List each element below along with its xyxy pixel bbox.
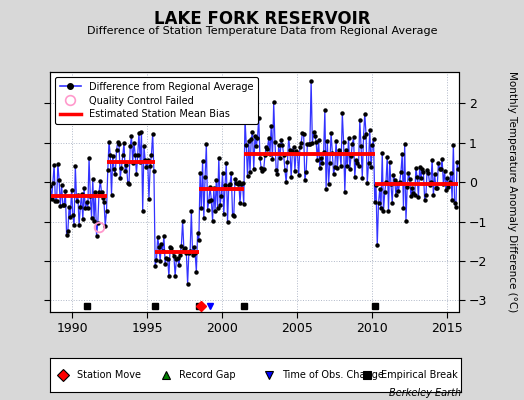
Text: Station Move: Station Move [77,370,140,380]
Text: Berkeley Earth: Berkeley Earth [389,388,461,398]
Text: Time of Obs. Change: Time of Obs. Change [282,370,384,380]
Text: Record Gap: Record Gap [179,370,236,380]
Y-axis label: Monthly Temperature Anomaly Difference (°C): Monthly Temperature Anomaly Difference (… [507,71,517,313]
Text: Difference of Station Temperature Data from Regional Average: Difference of Station Temperature Data f… [87,26,437,36]
Text: Empirical Break: Empirical Break [381,370,457,380]
Text: LAKE FORK RESERVOIR: LAKE FORK RESERVOIR [154,10,370,28]
Legend: Difference from Regional Average, Quality Control Failed, Estimated Station Mean: Difference from Regional Average, Qualit… [54,77,258,124]
